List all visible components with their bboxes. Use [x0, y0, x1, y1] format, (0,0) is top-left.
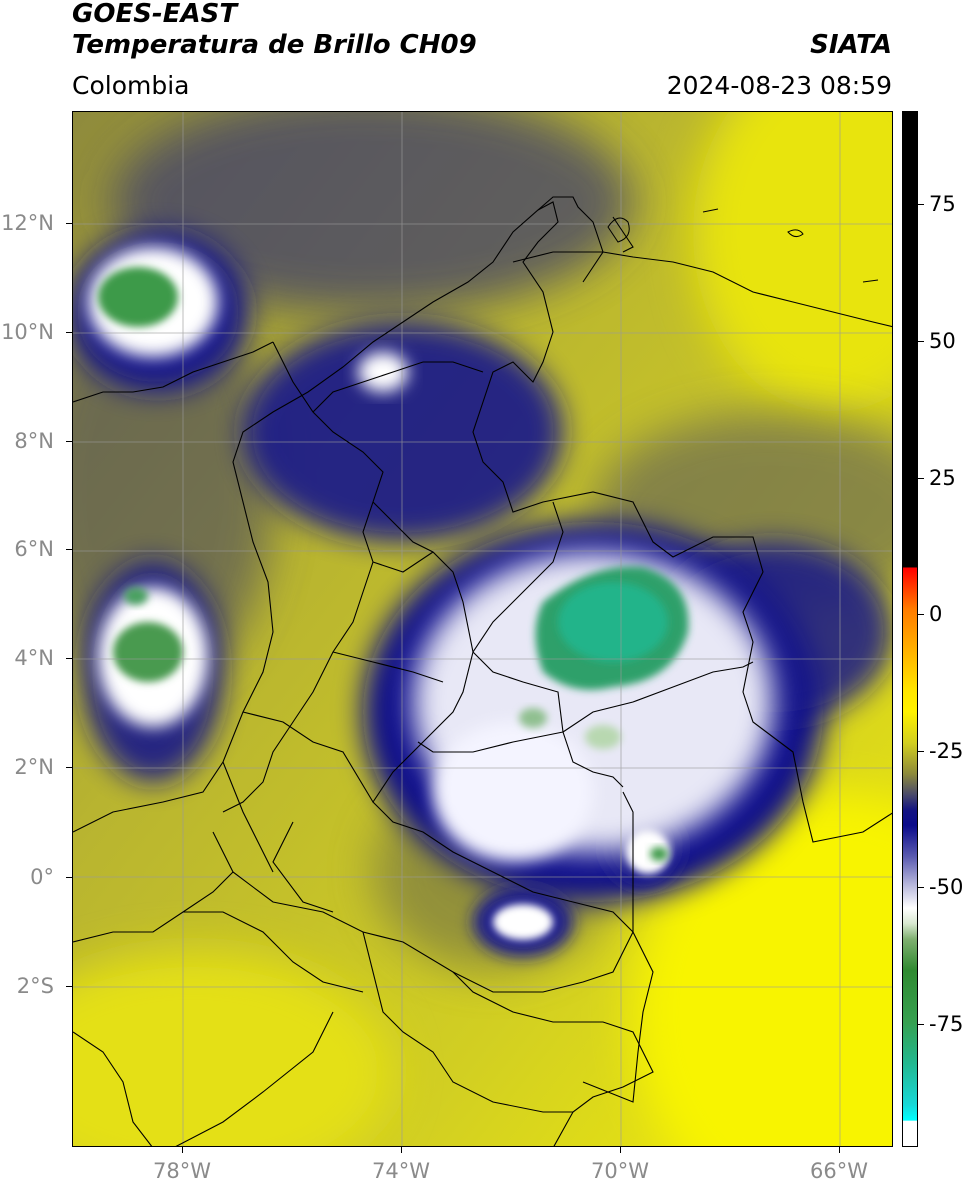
cbar-label-neg75: -75 — [929, 1012, 964, 1036]
cbar-tick-neg25 — [918, 751, 924, 752]
lat-label-4n: 4°N — [14, 646, 54, 670]
map-image — [73, 112, 892, 1146]
cbar-tick-25 — [918, 478, 924, 479]
satellite-name-title: GOES-EAST — [72, 0, 238, 29]
lat-tick-4 — [66, 658, 72, 659]
lat-label-equator: 0° — [30, 865, 54, 889]
lat-label-2n: 2°N — [14, 755, 54, 779]
lon-label-66w: 66°W — [810, 1159, 868, 1183]
lat-tick-2s — [66, 986, 72, 987]
datetime-label: 2024-08-23 08:59 — [666, 71, 892, 100]
lat-tick-12 — [66, 223, 72, 224]
lat-label-8n: 8°N — [14, 429, 54, 453]
lat-label-12n: 12°N — [1, 211, 54, 235]
region-label: Colombia — [72, 71, 190, 100]
lat-tick-0 — [66, 877, 72, 878]
lon-tick-78 — [182, 1147, 183, 1153]
lat-label-2s: 2°S — [16, 974, 54, 998]
lat-tick-2 — [66, 767, 72, 768]
lon-tick-66 — [839, 1147, 840, 1153]
cbar-label-50: 50 — [929, 329, 956, 353]
cbar-label-25: 25 — [929, 466, 956, 490]
lon-label-70w: 70°W — [591, 1159, 649, 1183]
temperature-colorbar — [902, 111, 918, 1147]
lon-tick-70 — [620, 1147, 621, 1153]
source-label: SIATA — [810, 30, 892, 60]
lon-label-78w: 78°W — [153, 1159, 211, 1183]
cbar-tick-neg75 — [918, 1024, 924, 1025]
brightness-temperature-map — [72, 111, 893, 1147]
islands — [607, 208, 879, 283]
cbar-label-0: 0 — [929, 602, 943, 626]
cbar-label-neg25: -25 — [929, 739, 964, 763]
lat-tick-10 — [66, 332, 72, 333]
political-borders — [73, 196, 892, 1146]
lat-label-6n: 6°N — [14, 537, 54, 561]
product-title: Temperatura de Brillo CH09 — [72, 30, 477, 60]
lon-tick-74 — [401, 1147, 402, 1153]
lat-tick-6 — [66, 549, 72, 550]
lat-tick-8 — [66, 441, 72, 442]
cbar-tick-0 — [918, 614, 924, 615]
cbar-tick-neg50 — [918, 887, 924, 888]
cbar-tick-50 — [918, 341, 924, 342]
cbar-tick-75 — [918, 204, 924, 205]
cbar-label-75: 75 — [929, 192, 956, 216]
lat-label-10n: 10°N — [1, 320, 54, 344]
lon-label-74w: 74°W — [372, 1159, 430, 1183]
cbar-label-neg50: -50 — [929, 875, 964, 899]
